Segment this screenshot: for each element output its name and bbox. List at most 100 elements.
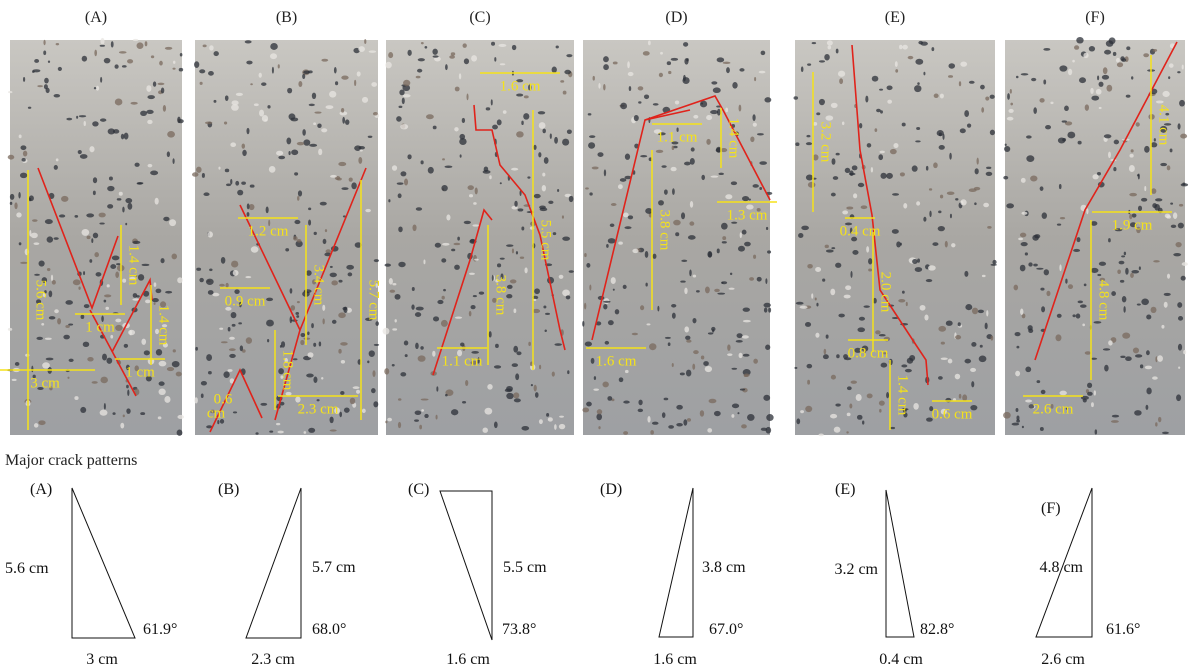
mineral-grain <box>395 294 401 300</box>
base-label: 1.6 cm <box>653 651 697 668</box>
mineral-grain <box>269 166 276 173</box>
mineral-grain <box>958 322 961 326</box>
mineral-grain <box>286 138 291 145</box>
mineral-grain <box>229 348 236 351</box>
mineral-grain <box>729 288 735 290</box>
mineral-grain <box>1092 174 1098 179</box>
mineral-grain <box>475 187 478 194</box>
mineral-grain <box>330 266 333 268</box>
mineral-grain <box>980 85 985 90</box>
mineral-grain <box>742 335 749 338</box>
mineral-grain <box>686 339 691 342</box>
annotation: 0.6 cm <box>932 406 973 422</box>
mineral-grain <box>1122 296 1127 302</box>
mineral-grain <box>339 280 343 283</box>
mineral-grain <box>214 100 217 103</box>
mineral-grain <box>1055 334 1061 341</box>
mineral-grain <box>399 90 404 96</box>
mineral-grain <box>65 325 70 328</box>
mineral-grain <box>1178 316 1183 321</box>
mineral-grain <box>140 111 147 116</box>
mineral-grain <box>221 257 226 264</box>
mineral-grain <box>455 87 460 92</box>
panel-label: (E) <box>885 9 905 26</box>
mineral-grain <box>731 368 737 370</box>
mineral-grain <box>819 60 825 62</box>
mineral-grain <box>627 61 630 68</box>
mineral-grain <box>201 381 207 386</box>
mineral-grain <box>879 151 884 154</box>
mineral-grain <box>766 227 768 230</box>
mineral-grain <box>428 167 434 174</box>
mineral-grain <box>946 321 953 326</box>
mineral-grain <box>242 150 246 156</box>
mineral-grain <box>345 119 349 125</box>
mineral-grain <box>1173 253 1181 256</box>
mineral-grain <box>602 381 608 387</box>
mineral-grain <box>632 333 638 336</box>
mineral-grain <box>290 117 298 121</box>
panel-label: (B) <box>276 9 297 26</box>
mineral-grain <box>385 264 391 267</box>
mineral-grain <box>1068 69 1072 75</box>
mineral-grain <box>664 189 668 194</box>
mineral-grain <box>914 85 921 92</box>
mineral-grain <box>196 268 201 271</box>
mineral-grain <box>1126 95 1131 98</box>
mineral-grain <box>398 398 402 401</box>
height-label: 3.2 cm <box>834 561 878 578</box>
mineral-grain <box>835 403 841 406</box>
mineral-grain <box>1146 350 1150 355</box>
mineral-grain <box>1179 100 1185 107</box>
mineral-grain <box>115 325 122 331</box>
mineral-grain <box>112 412 115 415</box>
mineral-grain <box>270 43 278 50</box>
mineral-grain <box>960 61 967 66</box>
mineral-grain <box>1129 154 1133 158</box>
mineral-grain <box>126 385 129 389</box>
mineral-grain <box>727 344 730 350</box>
mineral-grain <box>705 366 712 372</box>
mineral-grain <box>557 189 559 192</box>
triangle-label: (B) <box>218 481 239 498</box>
mineral-grain <box>585 187 589 189</box>
mineral-grain <box>34 59 39 63</box>
mineral-grain <box>340 342 348 346</box>
mineral-grain <box>313 122 316 125</box>
mineral-grain <box>94 50 97 57</box>
mineral-grain <box>759 187 762 190</box>
mineral-grain <box>867 394 873 399</box>
mineral-grain <box>717 109 721 116</box>
mineral-grain <box>140 412 145 415</box>
mineral-grain <box>520 257 524 259</box>
mineral-grain <box>1131 149 1134 152</box>
mineral-grain <box>750 136 754 142</box>
mineral-grain <box>955 374 960 380</box>
mineral-grain <box>842 121 844 125</box>
mineral-grain <box>620 103 627 110</box>
mineral-grain <box>34 242 40 245</box>
mineral-grain <box>306 373 314 377</box>
mineral-grain <box>887 85 893 90</box>
mineral-grain <box>208 290 214 295</box>
mineral-grain <box>684 326 689 332</box>
mineral-grain <box>108 128 115 134</box>
mineral-grain <box>165 291 172 294</box>
mineral-grain <box>1022 426 1024 428</box>
mineral-grain <box>127 390 129 396</box>
mineral-grain <box>348 272 353 276</box>
mineral-grain <box>1008 109 1013 113</box>
mineral-grain <box>492 125 498 130</box>
mineral-grain <box>494 57 496 61</box>
mineral-grain <box>603 84 605 90</box>
mineral-grain <box>523 113 529 119</box>
annotation: 1.9 cm <box>1112 217 1153 233</box>
mineral-grain <box>1153 260 1160 262</box>
mineral-grain <box>473 202 477 205</box>
mineral-grain <box>307 352 313 357</box>
mineral-grain <box>117 198 122 200</box>
mineral-grain <box>92 121 98 126</box>
panel-label: (C) <box>469 9 490 26</box>
mineral-grain <box>462 401 466 404</box>
mineral-grain <box>634 115 639 121</box>
